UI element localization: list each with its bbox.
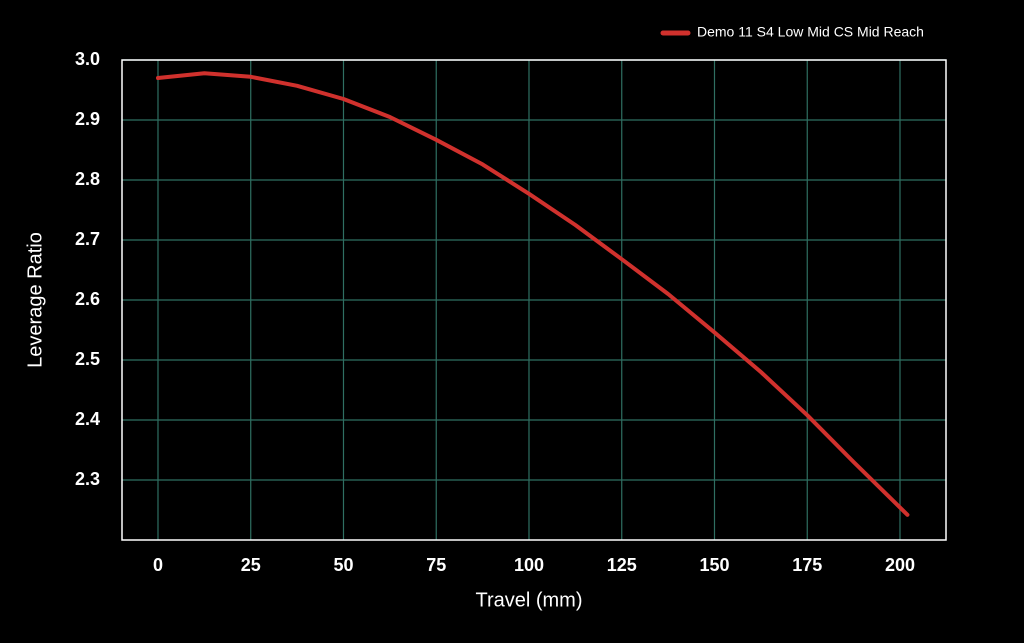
y-tick-label: 2.5 bbox=[75, 349, 100, 369]
series-line bbox=[155, 71, 910, 517]
y-tick-label: 2.3 bbox=[75, 469, 100, 489]
y-tick-label: 2.7 bbox=[75, 229, 100, 249]
x-tick-label: 25 bbox=[241, 555, 261, 575]
y-tick-label: 2.6 bbox=[75, 289, 100, 309]
y-tick-label: 2.4 bbox=[75, 409, 100, 429]
x-tick-label: 175 bbox=[792, 555, 822, 575]
legend-label: Demo 11 S4 Low Mid CS Mid Reach bbox=[697, 24, 924, 40]
x-axis-label: Travel (mm) bbox=[475, 589, 582, 611]
x-tick-label: 0 bbox=[153, 555, 163, 575]
plot-border bbox=[121, 59, 947, 541]
x-tick-label: 125 bbox=[607, 555, 637, 575]
x-tick-label: 100 bbox=[514, 555, 544, 575]
x-tick-label: 150 bbox=[699, 555, 729, 575]
y-tick-label: 3.0 bbox=[75, 49, 100, 69]
y-tick-label: 2.8 bbox=[75, 169, 100, 189]
x-tick-label: 75 bbox=[426, 555, 446, 575]
x-tick-label: 50 bbox=[333, 555, 353, 575]
x-tick-label: 200 bbox=[885, 555, 915, 575]
y-axis-label: Leverage Ratio bbox=[24, 232, 46, 368]
y-tick-label: 2.9 bbox=[75, 109, 100, 129]
